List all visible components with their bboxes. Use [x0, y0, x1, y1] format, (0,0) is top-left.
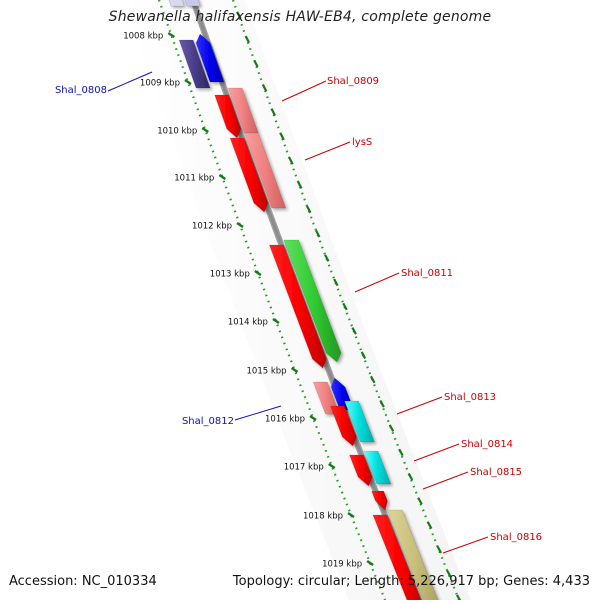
- scale-tick-mark: [279, 132, 285, 141]
- gene-red-lyss: [229, 137, 269, 213]
- scale-tick-mark: [261, 84, 268, 92]
- gene-shal-0814: [363, 450, 392, 485]
- scale-tick-mark-major: [366, 559, 374, 567]
- gene-label-leader: [442, 536, 489, 554]
- gene-label-leader: [413, 443, 460, 462]
- scale-tick-mark-major: [328, 462, 336, 470]
- scale-tick-mark-major: [167, 31, 175, 39]
- gene-red-0814: [349, 454, 373, 487]
- gene-label-shal-0808: Shal_0808: [55, 85, 107, 96]
- scale-tick-mark-major: [201, 126, 209, 134]
- map-title: Shewanella halifaxensis HAW-EB4, complet…: [108, 9, 492, 25]
- scale-tick-label: 1015 kbp: [247, 367, 287, 377]
- scale-tick-mark: [306, 205, 312, 214]
- gene-faded-top-right: [184, 0, 201, 7]
- scale-tick-label: 1016 kbp: [265, 415, 305, 425]
- gene-features: [168, 0, 440, 604]
- scale-tick-label: 1013 kbp: [210, 270, 250, 280]
- scale-tick-mark: [446, 570, 452, 578]
- gene-label-shal-0815: Shal_0815: [470, 467, 522, 478]
- scale-tick-mark: [288, 157, 294, 165]
- scale-tick-mark: [417, 497, 423, 505]
- accession-text: Accession: NC_010334: [9, 574, 157, 589]
- scale-tick-label: 1008 kbp: [123, 32, 163, 42]
- scale-tick-label: 1017 kbp: [284, 463, 324, 473]
- gene-shal-0813: [344, 400, 375, 443]
- gene-label-shal-0814: Shal_0814: [461, 439, 513, 450]
- scale-tick-mark: [398, 448, 404, 457]
- scale-tick-mark-major: [218, 173, 227, 181]
- scale-tick-mark: [315, 229, 321, 238]
- gene-shal-0816: [386, 509, 440, 604]
- gene-navy: [178, 39, 211, 89]
- scale-tick-mark-major: [184, 78, 192, 86]
- gene-label-leader: [354, 272, 400, 293]
- gene-label-shal-0809: Shal_0809: [327, 76, 379, 87]
- scale-tick-label: 1018 kbp: [303, 512, 343, 522]
- gene-red-0813: [329, 405, 357, 447]
- scale-tick-mark-major: [290, 366, 299, 374]
- scale-tick-label: 1011 kbp: [174, 174, 214, 184]
- gene-shal-0811: [283, 239, 342, 363]
- gene-label-leader: [281, 80, 327, 102]
- scale-tick-mark: [270, 108, 276, 116]
- scale-tick-mark: [342, 302, 348, 311]
- gene-red-0811: [268, 244, 327, 369]
- gene-labels: Shal_0808 Shal_0809 lysS Shal_0811 Shal_0812…: [55, 71, 542, 554]
- gene-label-leader: [304, 141, 351, 161]
- topology-text: Topology: circular; Length: 5,226,917 bp…: [232, 574, 590, 589]
- scale-tick-mark: [436, 545, 443, 554]
- scale-ticks: 1008 kbp 1009 kbp 1010 kbp 1011 kbp 1012 kbp…: [123, 0, 462, 602]
- scale-tick-mark: [351, 327, 357, 335]
- scale-tick-mark: [407, 472, 414, 481]
- scale-tick-mark-major: [347, 511, 355, 519]
- gene-label-lyss: lysS: [352, 137, 372, 148]
- gene-red-0816: [372, 514, 423, 604]
- gene-lyss: [243, 132, 287, 209]
- scale-tick-label: 1010 kbp: [157, 127, 197, 137]
- scale-tick-mark: [297, 181, 303, 189]
- scale-tick-label: 1019 kbp: [322, 560, 362, 570]
- scale-tick-mark: [324, 254, 330, 262]
- scale-tick-mark: [236, 11, 242, 19]
- scale-tick-label: 1012 kbp: [192, 222, 232, 232]
- scale-tick-mark: [360, 351, 367, 359]
- scale-tick-label: 1009 kbp: [140, 79, 180, 89]
- gene-shal-0808: [195, 33, 225, 83]
- gene-faded-top-left: [168, 0, 185, 7]
- scale-tick-mark: [426, 521, 433, 530]
- gene-label-shal-0816: Shal_0816: [490, 532, 542, 543]
- gene-label-leader: [422, 471, 469, 490]
- gene-shal-0815: [371, 490, 388, 511]
- scale-tick-mark-major: [309, 414, 317, 422]
- scale-tick-mark-major: [236, 221, 244, 229]
- gene-label-leader: [107, 71, 153, 92]
- gene-red-0809: [214, 94, 242, 139]
- scale-tick-mark: [244, 35, 250, 44]
- scale-tick-mark-major: [272, 317, 280, 325]
- scale-tick-mark: [253, 59, 259, 68]
- scale-tick-mark: [370, 375, 376, 384]
- scale-tick-mark: [379, 400, 385, 408]
- scale-tick-mark: [388, 424, 395, 432]
- gene-label-shal-0811: Shal_0811: [401, 268, 453, 279]
- gene-label-leader: [396, 396, 443, 415]
- gene-label-shal-0813: Shal_0813: [444, 392, 496, 403]
- scale-tick-label: 1014 kbp: [228, 318, 268, 328]
- scale-tick-mark: [333, 278, 339, 287]
- gene-label-leader: [234, 405, 282, 421]
- scale-tick-mark-major: [254, 269, 262, 277]
- gene-label-shal-0812: Shal_0812: [182, 416, 234, 427]
